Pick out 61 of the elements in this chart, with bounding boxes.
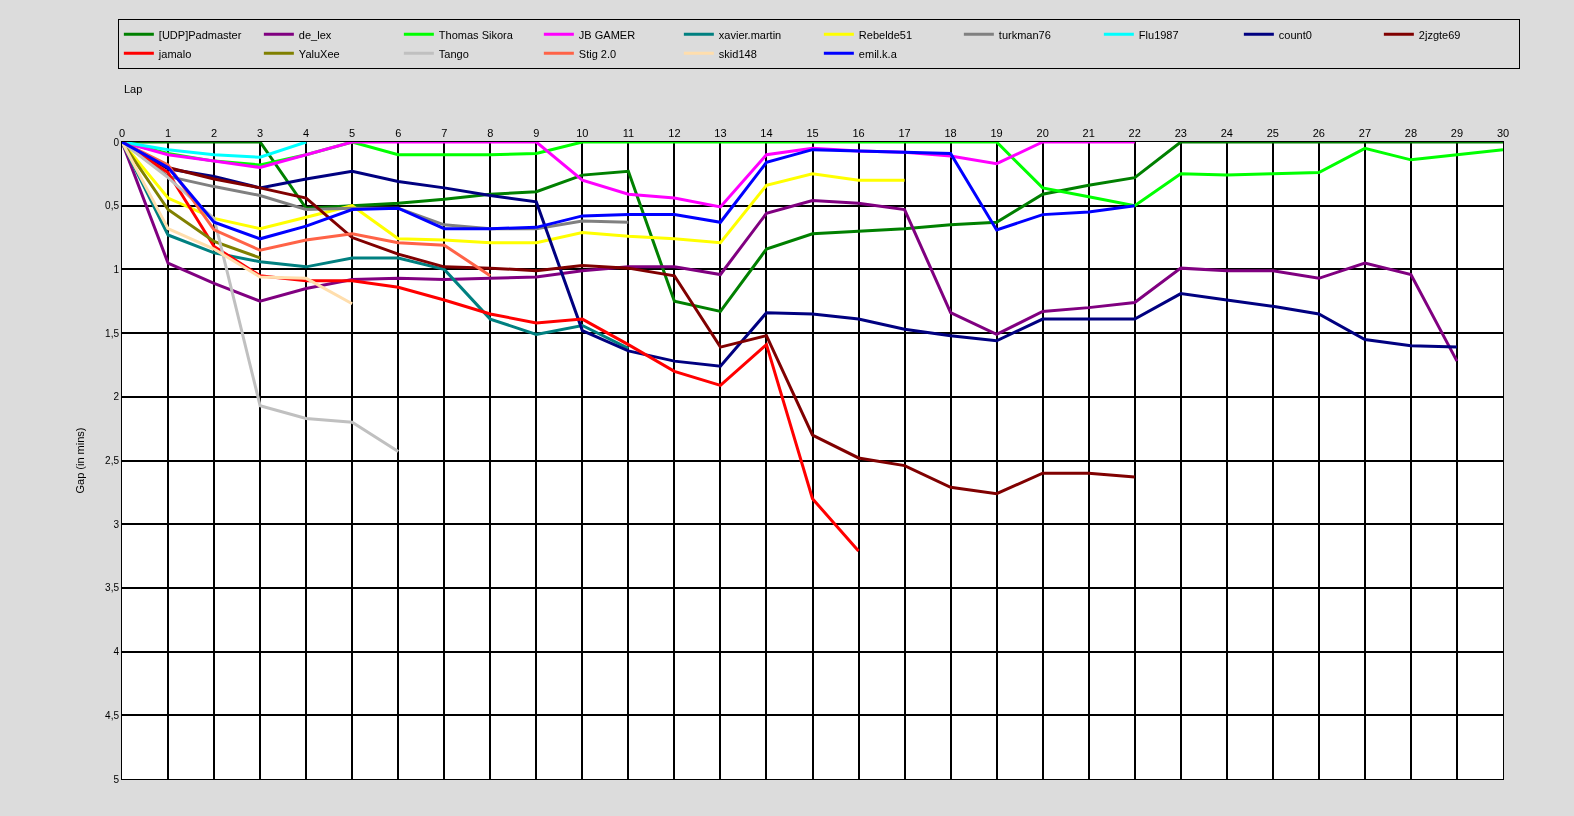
legend-label: [UDP]Padmaster: [158, 28, 242, 41]
x-tick-label: 28: [1404, 126, 1418, 139]
y-tick-label: 2: [113, 391, 120, 403]
x-tick-label: 8: [487, 126, 494, 139]
x-tick-label: 2: [211, 126, 218, 139]
x-tick-label: 24: [1220, 126, 1233, 139]
x-tick-label: 14: [760, 126, 773, 139]
x-tick-label: 3: [257, 126, 264, 139]
line-series: [122, 142, 354, 306]
y-axis-title: Gap (in mins): [73, 427, 86, 494]
line-series: [122, 142, 1137, 241]
x-tick-label: 9: [533, 126, 540, 139]
legend-label: emil.k.a: [858, 47, 898, 60]
x-tick-label: 26: [1312, 126, 1325, 139]
legend-label: skid148: [718, 47, 757, 60]
x-tick-label: 19: [990, 126, 1003, 139]
x-tick-label: 25: [1266, 126, 1279, 139]
y-tick-label: 4,5: [105, 709, 120, 721]
y-tick-label: 5: [113, 773, 120, 785]
legend-label: de_lex: [298, 28, 332, 41]
x-tick-label: 11: [622, 126, 635, 139]
x-tick-label: 15: [806, 126, 819, 139]
x-tick-label: 29: [1450, 126, 1464, 139]
legend-label: jamalo: [157, 47, 192, 60]
legend-label: xavier.martin: [718, 28, 782, 41]
legend-label: JB GAMER: [578, 28, 636, 41]
x-tick-label: 5: [349, 126, 356, 139]
x-tick-label: 30: [1496, 126, 1510, 139]
legend-label: Rebelde51: [858, 28, 913, 41]
y-tick-label: 4: [113, 646, 120, 658]
y-tick-label: 0,5: [105, 200, 120, 212]
x-tick-label: 22: [1128, 126, 1141, 139]
x-tick-label: 21: [1082, 126, 1095, 139]
legend-label: Thomas Sikora: [438, 28, 514, 41]
y-tick-label: 3,5: [105, 582, 120, 594]
x-tick-label: 1: [164, 126, 172, 139]
x-tick-label: 23: [1174, 126, 1187, 139]
y-tick-label: 1,5: [105, 327, 120, 339]
legend-label: Flu1987: [1138, 28, 1179, 41]
x-tick-label: 13: [714, 126, 727, 139]
x-tick-label: 4: [303, 126, 310, 139]
legend-label: turkman76: [998, 28, 1051, 41]
x-tick-label: 27: [1358, 126, 1372, 139]
legend-label: Tango: [438, 47, 469, 60]
legend-label: Stig 2.0: [578, 47, 617, 60]
x-axis-title: Lap: [124, 83, 143, 95]
x-tick-label: 18: [944, 126, 957, 139]
x-tick-label: 12: [668, 126, 681, 139]
legend-label: count0: [1278, 28, 1312, 41]
y-tick-label: 0: [113, 136, 120, 148]
y-tick-label: 1: [113, 263, 120, 275]
legend-label: YaluXee: [298, 47, 340, 60]
y-tick-label: 2,5: [105, 455, 120, 466]
x-tick-label: 17: [898, 126, 911, 139]
y-tick-label: 3: [113, 518, 120, 530]
x-tick-label: 20: [1036, 126, 1049, 139]
x-tick-label: 16: [852, 126, 865, 139]
x-tick-label: 7: [441, 126, 448, 139]
x-tick-label: 6: [395, 126, 402, 139]
x-tick-label: 10: [576, 126, 589, 139]
legend-label: 2jzgte69: [1418, 28, 1461, 41]
